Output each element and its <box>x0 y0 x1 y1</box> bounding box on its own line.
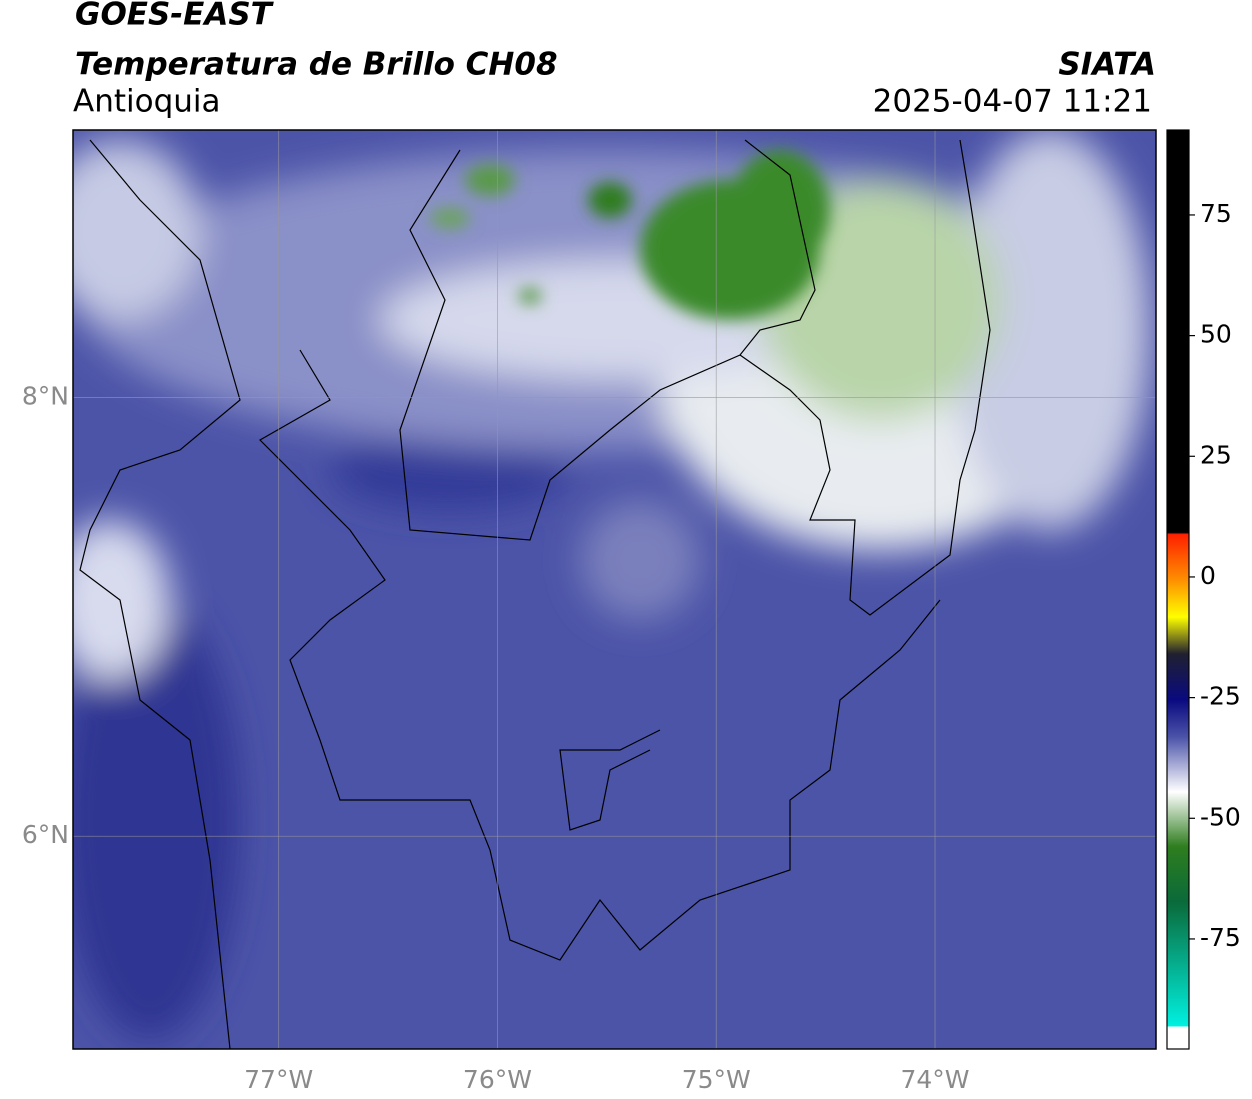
region: Antioquia <box>73 84 221 120</box>
lon-tick-label: 74°W <box>901 1065 970 1094</box>
lon-tick-label: 76°W <box>463 1065 532 1094</box>
timestamp: 2025-04-07 11:21 <box>873 84 1152 120</box>
colorbar-tick-label: -50 <box>1200 802 1241 831</box>
lat-tick-label: 6°N <box>22 820 69 849</box>
map-image <box>73 130 1156 1049</box>
map-frame <box>72 129 1157 1050</box>
lon-tick-label: 77°W <box>244 1065 313 1094</box>
colorbar-tick-label: 25 <box>1200 440 1232 469</box>
lon-tick-label: 75°W <box>682 1065 751 1094</box>
lat-tick-label: 8°N <box>22 382 69 411</box>
colorbar <box>1166 129 1190 1050</box>
subtitle: Temperatura de Brillo CH08 <box>75 47 558 83</box>
colorbar-tick-label: 75 <box>1200 199 1232 228</box>
colorbar-tick-label: -25 <box>1200 682 1241 711</box>
title: GOES-EAST <box>75 0 275 33</box>
source: SIATA <box>1058 47 1156 83</box>
colorbar-tick-label: 50 <box>1200 320 1232 349</box>
colorbar-tick-label: -75 <box>1200 923 1241 952</box>
colorbar-tick-label: 0 <box>1200 561 1216 590</box>
